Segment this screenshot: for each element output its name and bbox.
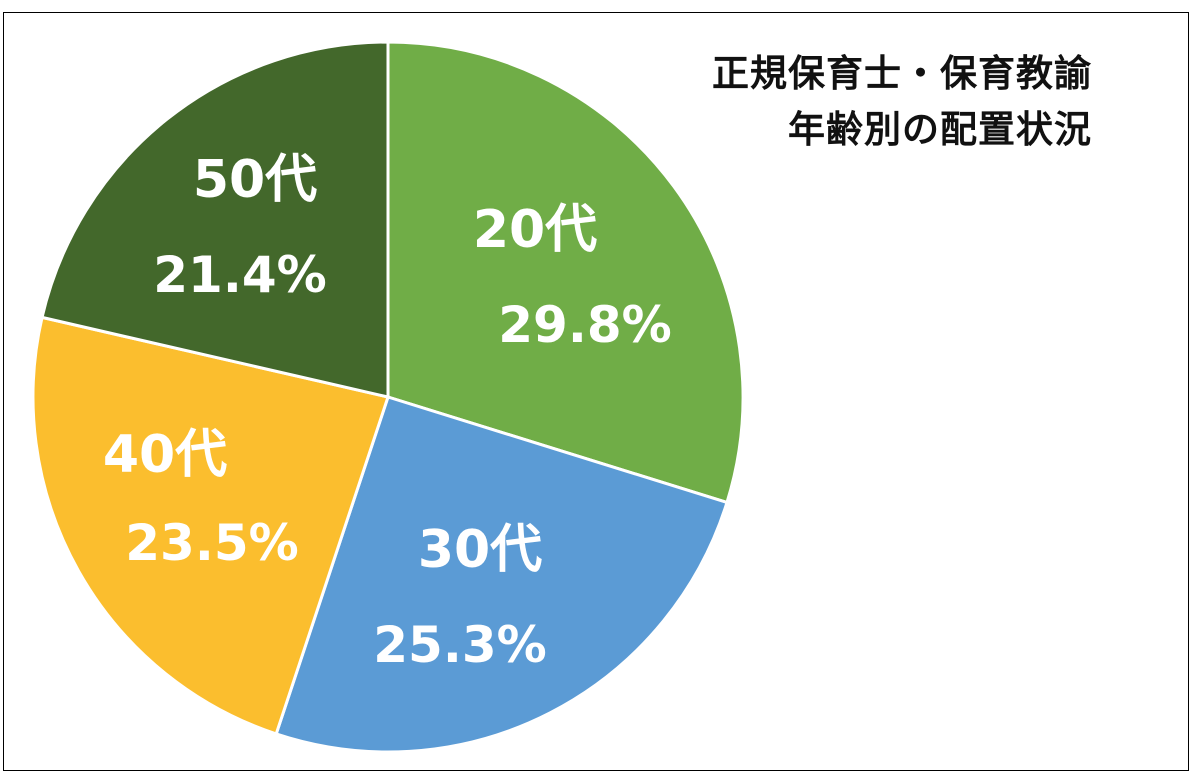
pie-slice-1 [386,40,745,505]
pie-slice-2 [274,395,729,754]
pie-slice-4 [40,40,390,399]
slice-value-label: 21.4% [153,246,326,304]
chart-title-line-2: 年齢別の配置状況 [788,108,1092,151]
slice-category-label: 30代 [418,520,542,580]
slice-value-label: 25.3% [373,616,546,674]
slice-category-label: 20代 [473,200,597,260]
chart-title: 正規保育士・保育教諭 年齢別の配置状況 [712,46,1092,158]
slice-category-label: 50代 [193,150,317,210]
chart-frame [3,12,1189,771]
slice-value-label: 23.5% [125,514,298,572]
slice-value-label: 29.8% [498,296,671,354]
pie-slice-3 [31,315,390,736]
chart-title-line-1: 正規保育士・保育教諭 [712,52,1092,95]
slice-category-label: 40代 [103,425,227,485]
